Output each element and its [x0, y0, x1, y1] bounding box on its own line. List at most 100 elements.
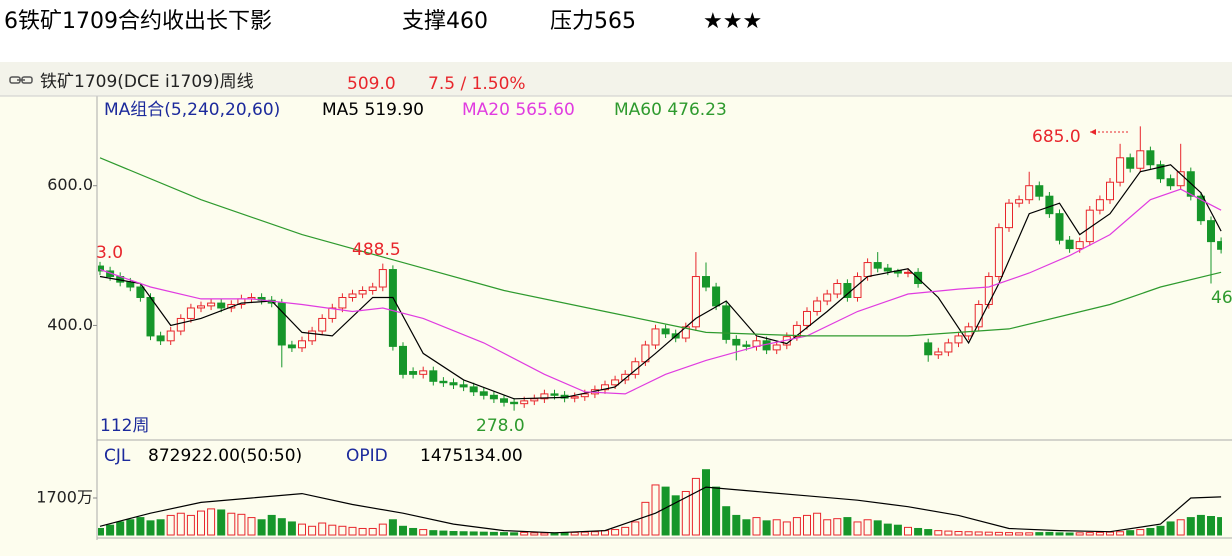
candle-body [1075, 241, 1084, 250]
volume-bar [277, 518, 286, 536]
candle-body [1045, 195, 1054, 215]
candle-body [1035, 185, 1044, 197]
toolbar [0, 62, 1232, 96]
volume-bar [308, 525, 317, 536]
volume-bar [459, 531, 468, 536]
candle-body [197, 305, 205, 309]
volume-bar [1186, 517, 1195, 536]
candle-body [722, 305, 731, 340]
candle-body [1196, 195, 1205, 222]
volume-bar [1166, 521, 1175, 536]
candle-body [510, 401, 519, 405]
volume-bar [1136, 529, 1145, 536]
legend-entry: MA5 519.90 [322, 100, 424, 120]
candle-body [409, 371, 418, 375]
annotation: 278.0 [476, 416, 525, 436]
candle-body [833, 283, 842, 295]
candle-body [883, 267, 892, 272]
volume-bar [1196, 514, 1205, 536]
volume-bar [914, 527, 923, 536]
candle-body [1136, 150, 1145, 169]
volume-bar [98, 527, 104, 536]
legend-entry: MA组合(5,240,20,60) [104, 100, 280, 120]
volume-bar [1207, 516, 1215, 536]
volume-bar [833, 518, 842, 536]
volume-bar [1055, 532, 1064, 536]
candle-body [328, 307, 337, 319]
volume-bar [439, 530, 448, 536]
volume-bar [954, 531, 963, 536]
chart-panel [0, 62, 1232, 556]
candle-body [338, 296, 347, 309]
legend-entry: MA60 476.23 [614, 100, 727, 120]
candle-body [1025, 185, 1034, 201]
volume-bar [732, 514, 741, 536]
candle-body [803, 310, 811, 326]
title-bar [0, 0, 1232, 60]
volume-bar [803, 514, 811, 536]
volume-bar [1146, 527, 1155, 536]
volume-bar [348, 526, 357, 536]
volume-bar [702, 469, 710, 536]
volume-bar [1005, 532, 1013, 536]
volume-bar [1156, 525, 1165, 536]
ma-line [99, 188, 1222, 395]
volume-bar [419, 529, 428, 536]
volume-bar [197, 510, 205, 536]
candle-body [570, 396, 579, 399]
volume-bar [762, 520, 771, 536]
volume-bar [489, 531, 498, 536]
volume-bar [883, 523, 892, 536]
volume-bar [1025, 532, 1034, 536]
candle-body [530, 398, 539, 402]
candle-body [823, 293, 832, 302]
candle-body [934, 351, 943, 356]
candle-body [500, 398, 508, 403]
volume-bar [661, 486, 670, 536]
annotation: 3.0 [96, 243, 123, 263]
pressure: 压力565 [550, 9, 636, 34]
candle-body [712, 286, 721, 307]
candle-body [186, 307, 195, 319]
candle-body [1146, 150, 1155, 166]
annotation: 460. [1211, 288, 1232, 308]
volume-bar [772, 519, 781, 536]
volume-bar [611, 529, 620, 536]
volume-bar [1015, 532, 1024, 536]
support: 支撑460 [402, 9, 488, 34]
candle-body [1015, 199, 1024, 204]
candle-body [439, 380, 448, 384]
volume-bar [974, 531, 983, 536]
change: 7.5 / 1.50% [428, 74, 526, 94]
candle-body [691, 276, 700, 328]
volume-bar [1176, 519, 1185, 536]
candle-body [459, 384, 468, 388]
candle-body [732, 338, 741, 346]
candle-body [621, 373, 630, 381]
volume-bar [399, 525, 407, 536]
annotation: 685.0 [1032, 127, 1081, 147]
volume-bar [510, 532, 519, 536]
volume-bar [1075, 532, 1084, 536]
volume-bar [257, 519, 266, 536]
volume-bar [227, 512, 236, 536]
period-label: 112周 [100, 416, 149, 436]
candle-body [954, 335, 963, 344]
candle-body [1005, 202, 1013, 229]
volume-bar [1045, 531, 1054, 536]
volume-bar [863, 519, 872, 536]
price: 509.0 [347, 74, 396, 94]
candle-body [1217, 241, 1222, 250]
candle-body [1095, 199, 1104, 211]
volume-bar [378, 523, 387, 536]
candle-body [924, 342, 933, 356]
candle-body [1116, 157, 1125, 183]
candle-body [298, 340, 306, 349]
candle-body [863, 262, 872, 278]
candle-body [984, 276, 993, 305]
volume-bar [500, 532, 508, 536]
candle-body [1166, 178, 1175, 187]
volume-bar [318, 522, 327, 536]
volume-bar [126, 519, 135, 536]
